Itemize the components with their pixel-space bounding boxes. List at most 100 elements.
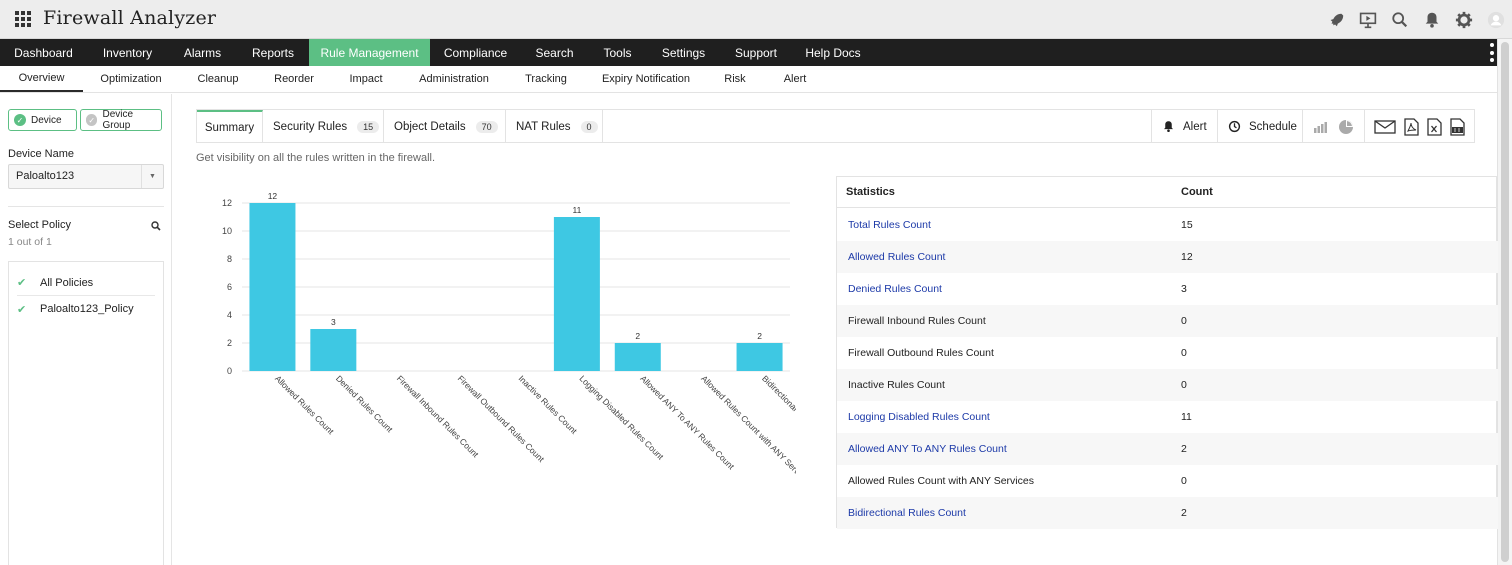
user-avatar-icon[interactable] xyxy=(1480,0,1512,39)
tab-summary[interactable]: Summary xyxy=(197,110,263,143)
table-row: Logging Disabled Rules Count 11 xyxy=(837,401,1498,433)
subnav-overview[interactable]: Overview xyxy=(0,66,83,92)
divider xyxy=(8,206,164,207)
nav-compliance[interactable]: Compliance xyxy=(443,45,508,60)
app-grid-icon[interactable] xyxy=(15,11,31,27)
tab-label: Security Rules xyxy=(273,120,348,133)
subnav-cleanup[interactable]: Cleanup xyxy=(197,73,239,85)
device-name-value: Paloalto123 xyxy=(16,170,75,182)
statistic-count: 0 xyxy=(1181,379,1187,391)
check-circle-icon: ✓ xyxy=(86,114,98,126)
policy-label: Paloalto123_Policy xyxy=(40,303,134,315)
chart-canvas: 0 2 4 6 8 10 12 12 Allowed Rules Count 3 Denied Ru… xyxy=(222,191,819,487)
y-tick-label: 2 xyxy=(227,338,232,348)
xls-icon[interactable] xyxy=(1425,118,1443,136)
tab-label: Object Details xyxy=(394,120,466,133)
chart-bar xyxy=(310,329,357,371)
schedule-button[interactable]: Schedule xyxy=(1228,110,1297,143)
statistic-name: Inactive Rules Count xyxy=(848,379,945,391)
table-header: Statistics Count xyxy=(837,177,1498,208)
statistic-count: 3 xyxy=(1181,283,1187,295)
statistic-link[interactable]: Bidirectional Rules Count xyxy=(848,507,966,519)
subnav-risk[interactable]: Risk xyxy=(724,73,746,85)
count-badge: 15 xyxy=(357,120,380,133)
csv-icon[interactable] xyxy=(1448,118,1466,136)
statistic-link[interactable]: Allowed Rules Count xyxy=(848,251,946,263)
schedule-label: Schedule xyxy=(1249,120,1297,133)
alert-button[interactable]: Alert xyxy=(1162,110,1207,143)
check-circle-icon: ✓ xyxy=(14,114,26,126)
pie-chart-icon[interactable] xyxy=(1337,118,1355,136)
nav-help-docs[interactable]: Help Docs xyxy=(805,45,861,60)
nav-inventory[interactable]: Inventory xyxy=(102,45,153,60)
device-toggle-button[interactable]: ✓ Device xyxy=(8,109,77,131)
presentation-icon[interactable] xyxy=(1352,0,1384,39)
statistic-count: 0 xyxy=(1181,347,1187,359)
bell-icon[interactable] xyxy=(1416,0,1448,39)
policy-item-paloalto123[interactable]: ✔ Paloalto123_Policy xyxy=(17,296,155,322)
policy-item-all[interactable]: ✔ All Policies xyxy=(17,270,155,296)
subnav-administration[interactable]: Administration xyxy=(419,73,489,85)
count-badge: 70 xyxy=(475,120,498,133)
statistic-link[interactable]: Allowed ANY To ANY Rules Count xyxy=(848,443,1007,455)
statistic-name: Allowed Rules Count with ANY Services xyxy=(848,475,1034,487)
subnav-tracking[interactable]: Tracking xyxy=(525,73,567,85)
chart-bar xyxy=(553,217,600,371)
page-scrollbar[interactable] xyxy=(1497,39,1512,565)
rocket-icon[interactable] xyxy=(1320,0,1352,39)
bar-data-label: 3 xyxy=(331,317,336,327)
top-icons xyxy=(1320,0,1512,39)
nav-alarms[interactable]: Alarms xyxy=(183,45,222,60)
table-row: Allowed ANY To ANY Rules Count 2 xyxy=(837,433,1498,465)
bar-data-label: 11 xyxy=(572,205,581,215)
nav-reports[interactable]: Reports xyxy=(251,45,295,60)
bar-chart-icon[interactable] xyxy=(1312,118,1330,136)
tab-object-details[interactable]: Object Details 70 xyxy=(384,110,506,143)
nav-support[interactable]: Support xyxy=(734,45,778,60)
main-nav: Dashboard Inventory Alarms Reports Rule … xyxy=(0,39,1512,66)
policy-count-text: 1 out of 1 xyxy=(8,236,52,248)
statistic-link[interactable]: Total Rules Count xyxy=(848,219,931,231)
x-tick-label: Denied Rules Count xyxy=(334,373,395,434)
checkmark-icon: ✔ xyxy=(17,277,27,289)
app-title: Firewall Analyzer xyxy=(43,7,217,29)
statistic-name: Firewall Outbound Rules Count xyxy=(848,347,994,359)
count-badge: 0 xyxy=(580,120,598,133)
tab-nat-rules[interactable]: NAT Rules 0 xyxy=(506,110,603,143)
nav-search[interactable]: Search xyxy=(535,45,574,60)
policy-search-icon[interactable] xyxy=(151,221,161,231)
column-header-statistics: Statistics xyxy=(846,186,895,198)
gear-icon[interactable] xyxy=(1448,0,1480,39)
statistic-link[interactable]: Logging Disabled Rules Count xyxy=(848,411,990,423)
y-tick-label: 0 xyxy=(227,366,232,376)
statistic-count: 2 xyxy=(1181,507,1187,519)
pdf-icon[interactable] xyxy=(1402,118,1420,136)
subnav-alert[interactable]: Alert xyxy=(783,73,807,85)
table-row: Inactive Rules Count 0 xyxy=(837,369,1498,401)
device-name-select[interactable]: Paloalto123 ▼ xyxy=(8,164,164,189)
tab-security-rules[interactable]: Security Rules 15 xyxy=(263,110,384,143)
chevron-down-icon: ▼ xyxy=(141,165,163,188)
more-menu-icon[interactable] xyxy=(1490,43,1494,62)
statistic-link[interactable]: Denied Rules Count xyxy=(848,283,942,295)
device-group-toggle-button[interactable]: ✓ Device Group xyxy=(80,109,162,131)
bar-data-label: 12 xyxy=(268,191,278,201)
nav-rule-management[interactable]: Rule Management xyxy=(309,39,430,66)
statistic-count: 2 xyxy=(1181,443,1187,455)
nav-settings[interactable]: Settings xyxy=(661,45,706,60)
subnav-expiry-notification[interactable]: Expiry Notification xyxy=(601,73,691,85)
email-icon[interactable] xyxy=(1374,118,1396,136)
x-tick-label: Inactive Rules Count xyxy=(517,373,580,436)
summary-description: Get visibility on all the rules written … xyxy=(196,152,436,164)
search-icon[interactable] xyxy=(1384,0,1416,39)
bar-data-label: 2 xyxy=(757,331,762,341)
table-row: Allowed Rules Count 12 xyxy=(837,241,1498,273)
column-header-count: Count xyxy=(1181,186,1213,198)
subnav-impact[interactable]: Impact xyxy=(349,73,383,85)
subnav-optimization[interactable]: Optimization xyxy=(100,73,162,85)
subnav-reorder[interactable]: Reorder xyxy=(274,73,314,85)
top-bar: Firewall Analyzer xyxy=(0,0,1512,39)
nav-dashboard[interactable]: Dashboard xyxy=(14,45,73,60)
nav-tools[interactable]: Tools xyxy=(603,45,632,60)
statistic-count: 11 xyxy=(1181,411,1192,423)
